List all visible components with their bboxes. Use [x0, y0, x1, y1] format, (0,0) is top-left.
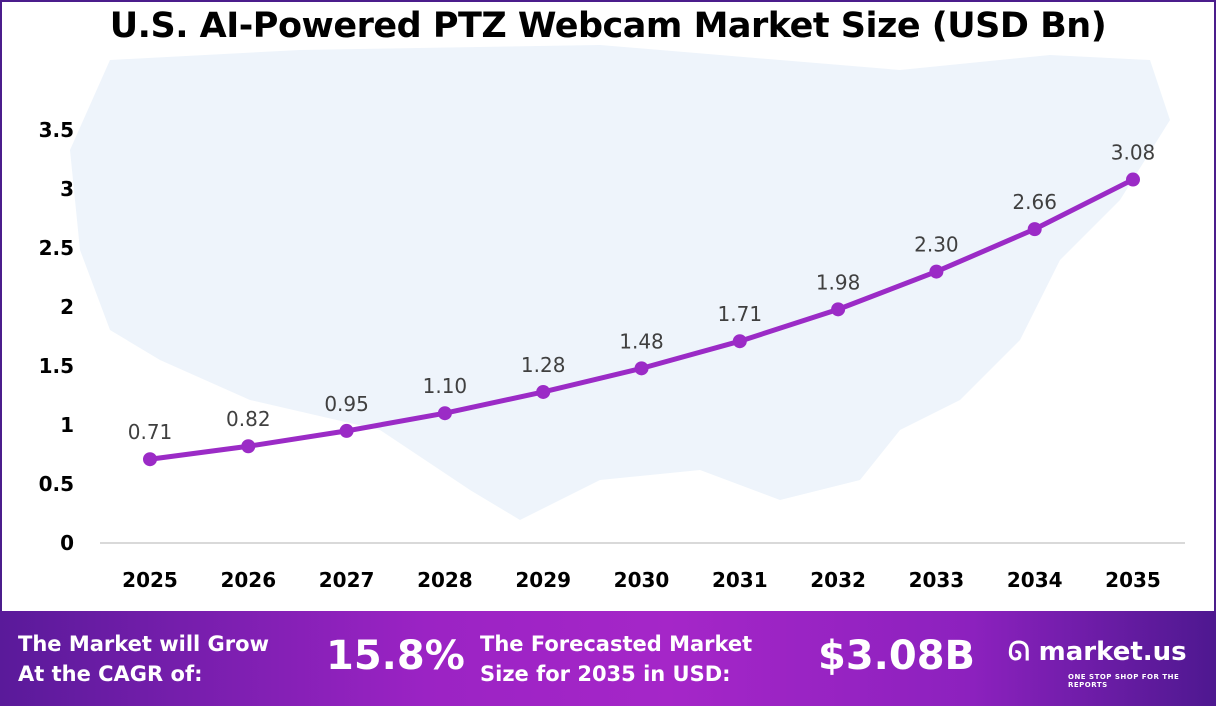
x-tick-label: 2029: [515, 568, 571, 592]
chart-title: U.S. AI-Powered PTZ Webcam Market Size (…: [109, 6, 1107, 46]
logo: ᘏ market.us: [1008, 637, 1187, 667]
x-tick-label: 2035: [1105, 568, 1161, 592]
data-point: [1126, 172, 1140, 187]
x-tick-label: 2034: [1007, 568, 1063, 592]
x-tick-label: 2028: [417, 568, 473, 592]
y-tick-label: 1: [60, 413, 74, 437]
y-tick-label: 0: [60, 531, 74, 555]
data-point: [831, 302, 846, 317]
x-tick-label: 2030: [614, 568, 670, 592]
data-label: 1.98: [816, 270, 861, 294]
data-point: [1027, 222, 1042, 237]
x-tick-label: 2032: [810, 568, 866, 592]
y-tick-label: 0.5: [39, 472, 74, 496]
data-point: [536, 384, 551, 399]
y-tick-label: 2.5: [39, 236, 74, 260]
y-tick-label: 2: [60, 295, 74, 319]
us-map-background: [70, 45, 1170, 520]
data-point: [732, 334, 747, 349]
data-point: [143, 452, 157, 467]
cagr-value: 15.8%: [326, 633, 465, 679]
cagr-label: The Market will Grow At the CAGR of:: [18, 632, 269, 686]
data-point: [929, 264, 944, 279]
data-point: [241, 439, 256, 454]
x-tick-label: 2026: [220, 568, 276, 592]
data-label: 1.71: [718, 302, 763, 326]
data-label: 0.95: [324, 392, 369, 416]
data-label: 1.28: [521, 353, 566, 377]
data-label: 1.48: [619, 329, 664, 353]
y-tick-label: 3: [60, 177, 74, 201]
data-label: 2.30: [914, 233, 959, 257]
x-tick-label: 2027: [319, 568, 375, 592]
logo-icon: ᘏ: [1008, 637, 1030, 667]
data-label: 2.66: [1012, 190, 1057, 214]
logo-tagline: ONE STOP SHOP FOR THE REPORTS: [1068, 673, 1180, 689]
summary-banner: The Market will Grow At the CAGR of: 15.8…: [0, 611, 1216, 706]
data-label: 3.08: [1111, 141, 1156, 165]
forecast-label: The Forecasted Market Size for 2035 in US…: [480, 632, 753, 686]
data-point: [437, 406, 452, 421]
x-tick-label: 2031: [712, 568, 768, 592]
data-label: 1.10: [423, 374, 468, 398]
y-tick-label: 3.5: [39, 118, 74, 142]
line-chart: 0 0.5 1 1.5 2 2.5 3 3.5 2025 2026 2027 2028 2029 2030…: [39, 45, 1185, 592]
forecast-value: $3.08B: [818, 633, 976, 679]
x-tick-label: 2025: [122, 568, 178, 592]
data-label: 0.71: [128, 420, 173, 444]
data-point: [634, 361, 649, 376]
data-label: 0.82: [226, 407, 271, 431]
y-tick-label: 1.5: [39, 354, 74, 378]
data-point: [339, 423, 354, 438]
x-tick-label: 2033: [909, 568, 965, 592]
